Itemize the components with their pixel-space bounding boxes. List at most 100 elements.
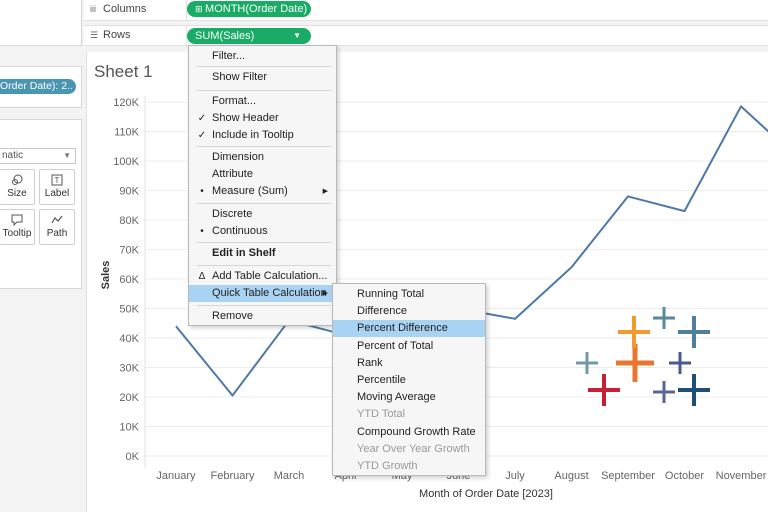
menu-item-dimension[interactable]: Dimension: [189, 149, 336, 166]
menu-item-show-filter[interactable]: Show Filter: [189, 69, 336, 86]
quick-table-calculation-submenu[interactable]: Running Total Difference Percent Differenc…: [332, 283, 486, 476]
menu-item-label: Remove: [212, 310, 253, 322]
tooltip-button[interactable]: Tooltip: [0, 209, 35, 245]
columns-pill-label: MONTH(Order Date): [205, 3, 308, 15]
x-tick-label: February: [210, 470, 255, 482]
rows-icon: ☰: [90, 30, 99, 40]
menu-item-label: Show Filter: [212, 71, 268, 83]
tooltip-icon: [11, 214, 23, 226]
submenu-arrow-icon: ▶: [322, 290, 328, 297]
submenu-item-label: Difference: [357, 305, 407, 318]
y-tick-label: 40K: [119, 333, 139, 345]
size-button[interactable]: Size: [0, 169, 35, 205]
menu-item-format[interactable]: Format...: [189, 93, 336, 110]
submenu-item-label: Year Over Year Growth: [357, 442, 470, 455]
submenu-item-compound-growth-rate[interactable]: Compound Growth Rate: [333, 424, 485, 441]
y-tick-label: 70K: [119, 245, 139, 257]
y-tick-label: 100K: [113, 156, 139, 168]
menu-item-discrete[interactable]: Discrete: [189, 206, 336, 223]
menu-item-filter[interactable]: Filter...: [189, 48, 336, 65]
path-icon: [51, 215, 63, 224]
y-tick-label: 10K: [119, 422, 139, 434]
columns-icon: iii: [90, 4, 96, 14]
logo-cross: [618, 316, 650, 348]
delta-icon: Δ: [198, 271, 206, 282]
tooltip-label: Tooltip: [2, 228, 32, 239]
menu-item-label: Add Table Calculation...: [212, 270, 328, 282]
menu-separator: [197, 146, 331, 147]
menu-item-remove[interactable]: Remove: [189, 308, 336, 325]
menu-separator: [197, 265, 331, 266]
y-tick-label: 120K: [113, 97, 139, 109]
filter-pill[interactable]: Order Date): 2..: [0, 79, 76, 94]
menu-item-include-in-tooltip[interactable]: ✓ Include in Tooltip: [189, 127, 336, 144]
menu-separator: [197, 90, 331, 91]
y-tick-label: 0K: [126, 451, 140, 463]
menu-item-edit-in-shelf[interactable]: Edit in Shelf: [189, 245, 336, 262]
checkmark-icon: ✓: [197, 113, 207, 124]
menu-item-label: Measure (Sum): [212, 185, 288, 197]
menu-separator: [197, 66, 331, 67]
x-tick-label: September: [601, 470, 655, 482]
y-tick-label: 50K: [119, 304, 139, 316]
submenu-item-label: Running Total: [357, 288, 425, 300]
submenu-item-running-total[interactable]: Running Total: [333, 286, 485, 303]
tableau-logo: [576, 307, 710, 406]
logo-cross: [616, 344, 654, 382]
logo-cross: [653, 381, 675, 403]
submenu-item-moving-average[interactable]: Moving Average: [333, 389, 485, 406]
x-tick-label: January: [156, 470, 196, 482]
menu-item-add-table-calculation[interactable]: Δ Add Table Calculation...: [189, 268, 336, 285]
logo-cross: [588, 374, 620, 406]
rows-pill[interactable]: SUM(Sales) ▼: [187, 28, 311, 44]
label-button[interactable]: T Label: [39, 169, 75, 205]
y-tick-label: 90K: [119, 186, 139, 198]
menu-item-label: Include in Tooltip: [212, 129, 294, 141]
menu-item-measure-sum[interactable]: • Measure (Sum) ▶: [189, 183, 336, 200]
x-axis-title: Month of Order Date [2023]: [419, 488, 553, 500]
submenu-item-label: Percent of Total: [357, 339, 434, 352]
menu-item-label: Discrete: [212, 208, 253, 220]
rows-label: Rows: [103, 29, 131, 41]
svg-text:T: T: [55, 176, 60, 185]
menu-item-show-header[interactable]: ✓ Show Header: [189, 110, 336, 127]
y-axis-title: Sales: [100, 261, 112, 290]
size-label: Size: [7, 188, 27, 199]
x-tick-label: August: [554, 470, 588, 482]
columns-label: Columns: [103, 3, 147, 15]
menu-item-label: Quick Table Calculation: [212, 287, 327, 299]
path-label: Path: [46, 228, 68, 239]
submenu-item-percent-difference[interactable]: Percent Difference: [333, 320, 485, 338]
submenu-item-percent-of-total[interactable]: Percent of Total: [333, 338, 485, 355]
chevron-down-icon: ▼: [293, 31, 301, 40]
submenu-item-percentile[interactable]: Percentile: [333, 372, 485, 389]
y-tick-label: 110K: [114, 127, 140, 139]
path-button[interactable]: Path: [39, 209, 75, 245]
marks-type-dropdown[interactable]: natic ▼: [0, 148, 76, 164]
sales-series-line[interactable]: [175, 105, 768, 397]
submenu-item-label: Compound Growth Rate: [357, 425, 476, 438]
menu-separator: [197, 305, 331, 306]
bullet-icon: •: [200, 186, 204, 197]
menu-item-label: Filter...: [212, 50, 246, 62]
menu-item-label: Show Header: [212, 112, 279, 124]
label-label: Label: [44, 188, 70, 199]
submenu-item-ytd-growth: YTD Growth: [333, 458, 485, 475]
logo-cross: [678, 316, 710, 348]
submenu-item-label: Moving Average: [357, 391, 436, 404]
submenu-item-rank[interactable]: Rank: [333, 355, 485, 372]
pages-card: [0, 0, 82, 46]
menu-item-quick-table-calculation[interactable]: Quick Table Calculation ▶: [189, 285, 336, 302]
logo-cross: [678, 374, 710, 406]
submenu-item-label: YTD Total: [357, 408, 406, 421]
submenu-item-year-over-year-growth: Year Over Year Growth: [333, 441, 485, 458]
submenu-item-difference[interactable]: Difference: [333, 303, 485, 320]
y-tick-label: 30K: [119, 363, 139, 375]
menu-item-continuous[interactable]: • Continuous: [189, 223, 336, 240]
pill-context-menu[interactable]: Filter... Show Filter Format... ✓ Show Heade…: [188, 45, 337, 326]
x-tick-label: July: [505, 470, 525, 482]
y-tick-label: 60K: [119, 274, 139, 286]
menu-item-attribute[interactable]: Attribute: [189, 166, 336, 183]
menu-item-label: Continuous: [212, 225, 268, 237]
columns-pill[interactable]: ⊞ MONTH(Order Date): [187, 1, 311, 17]
